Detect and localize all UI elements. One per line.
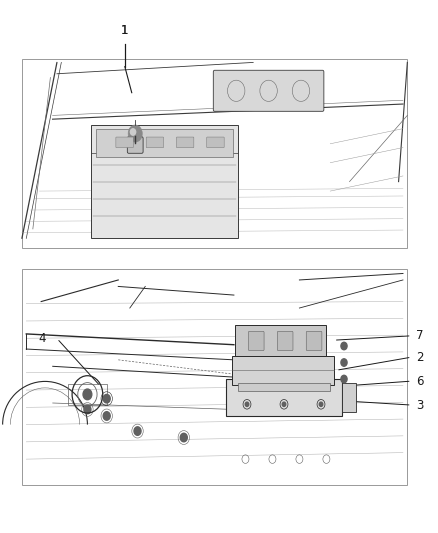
Circle shape — [134, 427, 141, 435]
FancyBboxPatch shape — [91, 125, 238, 238]
Circle shape — [128, 125, 142, 142]
Circle shape — [341, 375, 347, 383]
Circle shape — [245, 402, 249, 407]
FancyBboxPatch shape — [95, 130, 233, 157]
Text: 4: 4 — [39, 332, 46, 345]
FancyBboxPatch shape — [248, 332, 264, 351]
Text: 6: 6 — [416, 375, 424, 387]
Text: 1: 1 — [121, 25, 129, 37]
Circle shape — [282, 402, 286, 407]
FancyBboxPatch shape — [146, 137, 163, 148]
FancyBboxPatch shape — [342, 383, 356, 412]
Circle shape — [131, 129, 136, 135]
FancyBboxPatch shape — [22, 269, 407, 485]
FancyBboxPatch shape — [277, 332, 293, 351]
Circle shape — [341, 359, 347, 366]
Circle shape — [84, 405, 91, 414]
FancyBboxPatch shape — [127, 137, 143, 154]
Text: 7: 7 — [416, 329, 424, 342]
Text: 2: 2 — [416, 351, 424, 364]
Circle shape — [341, 342, 347, 350]
Text: 3: 3 — [416, 399, 424, 411]
Circle shape — [83, 389, 92, 400]
FancyBboxPatch shape — [306, 332, 322, 351]
FancyBboxPatch shape — [236, 325, 325, 356]
Circle shape — [319, 402, 323, 407]
Circle shape — [103, 411, 110, 420]
FancyBboxPatch shape — [177, 137, 194, 148]
FancyBboxPatch shape — [232, 356, 334, 385]
Text: 1: 1 — [121, 24, 129, 37]
FancyBboxPatch shape — [22, 59, 407, 248]
FancyBboxPatch shape — [238, 383, 330, 391]
FancyBboxPatch shape — [213, 70, 324, 111]
FancyBboxPatch shape — [116, 137, 133, 148]
FancyBboxPatch shape — [226, 379, 342, 416]
Circle shape — [180, 433, 187, 442]
Circle shape — [103, 394, 110, 403]
FancyBboxPatch shape — [207, 137, 224, 148]
